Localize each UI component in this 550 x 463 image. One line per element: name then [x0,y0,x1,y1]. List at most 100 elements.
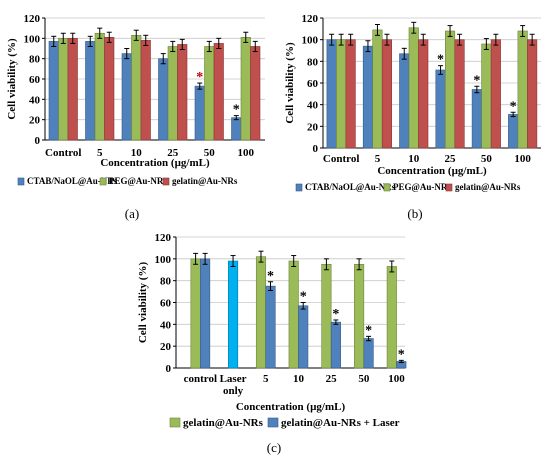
x-tick-label: only [223,385,244,397]
y-tick-label: 120 [24,13,41,25]
y-tick-label: 120 [302,13,319,25]
x-tick-label: 10 [293,373,305,385]
panel-label: (a) [125,206,139,221]
bar [200,258,211,369]
y-tick-label: 100 [302,35,319,47]
chart-panel-a: 0 20 40 60 80 100 120 Cell viability (%) Control… [6,13,265,221]
significance-star: * [233,103,240,118]
panel-label: (c) [267,440,281,455]
bar [255,256,267,369]
y-tick-label: 20 [160,341,172,353]
y-tick-label: 40 [307,100,319,112]
significance-star: * [365,323,372,338]
bar [288,260,299,369]
significance-star: * [196,70,203,85]
bar [131,34,142,141]
legend-swatch [445,183,453,192]
bar [481,43,492,149]
y-tick-label: 40 [160,319,172,331]
x-tick-label: 5 [375,153,381,165]
y-tick-label: 0 [35,135,41,147]
x-axis-label: Concentration (µg/mL) [100,157,210,169]
y-tick-label: 20 [29,115,41,127]
bar [435,69,446,149]
bar [158,58,169,141]
legend-label: CTAB/NaOL@Au-NRs [27,176,118,186]
y-axis-label: Cell viability (%) [137,262,149,344]
bar [362,45,374,149]
bar [321,263,332,369]
chart-panel-c: 0 20 40 60 80 100 120 Cell viability (%) control… [137,232,407,455]
legend-label: PEG@Au-NRs [109,176,167,186]
significance-star: * [267,269,274,284]
chart-panel-b: 0 20 40 60 80 100 120 Cell viability (%) Control… [284,13,541,221]
x-tick-label: 50 [358,373,370,385]
x-tick-label: Control [323,153,359,165]
legend-swatch [17,177,25,186]
bar [363,338,374,369]
x-tick-label: 50 [481,153,493,165]
bar [490,39,501,149]
bar [354,263,365,369]
bar [444,30,456,149]
bar [250,46,261,141]
significance-star: * [510,99,517,114]
x-tick-label: 10 [131,147,143,159]
bar [372,29,383,149]
y-tick-label: 80 [160,276,172,288]
bar [517,30,528,149]
x-tick-label: 100 [238,147,255,159]
significance-star: * [332,307,339,322]
y-tick-label: 0 [166,363,172,375]
bar [408,27,419,149]
legend-label: gelatin@Au-NRs [183,417,264,429]
x-tick-label: 25 [326,373,338,385]
bar [508,114,519,149]
legend-label: gelatin@Au-NRs [172,176,238,186]
legend-label: gelatin@Au-NRs + Laser [281,417,400,429]
x-axis-label: Concentration (µg/mL) [236,401,346,413]
x-tick-label: Laser [220,373,247,385]
bar [527,39,538,149]
y-tick-label: 80 [29,54,41,66]
x-tick-label: 5 [97,147,103,159]
bar [48,41,59,141]
x-tick-label: 50 [204,147,216,159]
x-tick-label: 5 [263,373,269,385]
bar [418,39,429,149]
y-tick-label: 100 [24,33,41,45]
legend-swatch [99,177,107,186]
bar [213,43,224,141]
x-tick-label: 25 [167,147,179,159]
bar [85,41,96,141]
bar [194,85,205,141]
y-tick-label: 80 [307,56,319,68]
legend-swatch [267,417,279,428]
significance-star: * [437,53,444,68]
bar [471,89,482,149]
x-tick-label: Control [45,147,81,159]
bar [177,44,188,141]
bar [190,258,201,369]
x-tick-label: 100 [388,373,405,385]
y-axis-label: Cell viability (%) [284,42,296,124]
y-tick-label: 100 [155,254,172,266]
x-axis-label: Concentration (µg/mL) [377,165,487,177]
bar [330,321,341,369]
bar [381,39,393,149]
panel-label: (b) [407,206,422,221]
bar [345,39,356,149]
significance-star: * [300,290,307,305]
bar [167,46,178,141]
x-tick-label: 10 [408,153,420,165]
legend-label: PEG@Au-NRs [393,182,451,192]
legend-swatch [169,417,181,428]
y-tick-label: 60 [160,298,172,310]
y-tick-label: 40 [29,94,41,106]
y-tick-label: 60 [29,74,41,86]
bar [140,40,151,141]
bar [94,32,105,141]
x-tick-label: 100 [514,153,531,165]
bar [104,37,115,141]
